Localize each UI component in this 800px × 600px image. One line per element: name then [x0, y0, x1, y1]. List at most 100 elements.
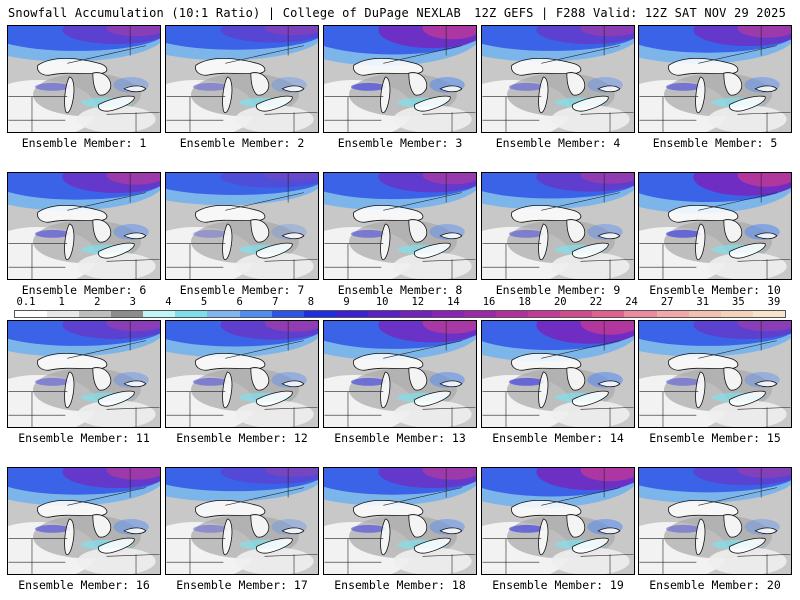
snowfall-contour — [106, 173, 160, 185]
ensemble-member-label: Ensemble Member: 17 — [176, 578, 308, 592]
lake-outline — [195, 353, 266, 371]
lake-outline — [754, 85, 778, 93]
colorbar-swatch — [111, 311, 144, 317]
lake-outline — [668, 205, 739, 223]
ensemble-member-map — [638, 25, 792, 133]
lake-outline — [123, 85, 147, 93]
snowfall-contour — [693, 321, 791, 339]
political-border — [737, 407, 791, 410]
lake-outline — [723, 72, 743, 96]
colorbar-swatch — [79, 311, 112, 317]
colorbar-swatch — [464, 311, 497, 317]
lake-outline — [572, 95, 609, 112]
ensemble-member-map — [323, 467, 477, 575]
political-border — [225, 487, 304, 506]
lake-outline — [723, 219, 743, 243]
lake-outline — [64, 223, 75, 261]
ensemble-member-label: Ensemble Member: 3 — [337, 136, 463, 150]
political-border — [106, 554, 160, 557]
snowfall-contour — [166, 468, 318, 492]
snowfall-contour — [192, 524, 229, 533]
ensemble-member-label: Ensemble Member: 9 — [495, 283, 621, 297]
snowfall-contour — [580, 468, 634, 482]
snowfall-contour — [580, 321, 634, 335]
snowfall-contour — [220, 173, 318, 188]
snowfall-contour — [106, 468, 160, 480]
lake-outline — [408, 367, 428, 391]
colorbar-swatch — [752, 311, 785, 317]
political-border — [225, 192, 304, 211]
snowfall-contour — [693, 468, 791, 486]
lake-outline — [281, 380, 305, 388]
ensemble-member-map — [165, 467, 319, 575]
lake-outline — [256, 390, 293, 407]
lake-outline — [92, 514, 112, 538]
ensemble-member-map — [7, 467, 161, 575]
ensemble-member-label: Ensemble Member: 14 — [492, 431, 624, 445]
political-border — [106, 112, 160, 115]
lake-outline — [754, 380, 778, 388]
colorbar-swatch — [624, 311, 657, 317]
colorbar-tick-label: 24 — [625, 296, 638, 308]
lake-outline — [566, 367, 586, 391]
ensemble-member-map — [638, 320, 792, 428]
political-border — [383, 45, 462, 64]
snowfall-contour — [422, 173, 476, 185]
colorbar-tick-label: 39 — [767, 296, 781, 308]
snowfall-contour — [264, 321, 318, 332]
lake-outline — [380, 76, 391, 114]
colorbar-swatch — [720, 311, 753, 317]
snowfall-map-svg — [324, 321, 476, 427]
snowfall-contour — [422, 26, 476, 40]
ensemble-member-map — [7, 320, 161, 428]
lake-outline — [597, 232, 621, 240]
ensemble-member-label: Ensemble Member: 7 — [179, 283, 305, 297]
ensemble-member-label: Ensemble Member: 8 — [337, 283, 463, 297]
ensemble-member-map — [7, 172, 161, 280]
ensemble-member-map — [638, 172, 792, 280]
ensemble-member-map — [165, 320, 319, 428]
colorbar-tick-labels: 0.1 1 2 3 4 5 6 7 8 9 10 12 14 16 18 20 22 24 27 31 35 39 — [14, 296, 786, 308]
map-title: Snowfall Accumulation (10:1 Ratio) | Col… — [8, 6, 461, 20]
political-border — [580, 112, 634, 115]
ensemble-member-map — [165, 25, 319, 133]
snowfall-map-svg — [482, 173, 634, 279]
lake-outline — [695, 76, 706, 114]
lake-outline — [572, 537, 609, 554]
lake-outline — [695, 223, 706, 261]
political-border — [541, 45, 620, 64]
snowfall-contour — [422, 321, 476, 334]
colorbar-tick-label: 10 — [375, 296, 389, 308]
snowfall-contour — [422, 468, 476, 480]
snowfall-map-svg — [8, 468, 160, 574]
political-border — [737, 259, 791, 262]
political-border — [67, 192, 146, 211]
lake-outline — [281, 527, 305, 535]
political-border — [106, 259, 160, 262]
ensemble-member-map — [323, 320, 477, 428]
lake-outline — [353, 205, 424, 223]
ensemble-member-label: Ensemble Member: 12 — [176, 431, 308, 445]
lake-outline — [37, 353, 108, 371]
political-border — [698, 45, 777, 64]
lake-outline — [414, 242, 451, 259]
ensemble-member-label: Ensemble Member: 19 — [492, 578, 624, 592]
lake-outline — [98, 95, 135, 112]
political-border — [383, 192, 462, 211]
colorbar-swatch — [399, 311, 433, 317]
political-border — [541, 340, 620, 359]
colorbar-swatch — [528, 311, 561, 317]
colorbar-tick-label: 1 — [58, 296, 65, 308]
lake-outline — [256, 95, 293, 112]
lake-outline — [597, 527, 621, 535]
lake-outline — [37, 500, 108, 518]
snowfall-contour — [737, 26, 791, 38]
snowfall-contour — [62, 321, 160, 339]
colorbar-tick-label: 9 — [343, 296, 350, 308]
political-border — [383, 340, 462, 359]
snowfall-contour — [665, 229, 702, 238]
colorbar-swatch — [15, 311, 48, 317]
ensemble-member-map — [481, 25, 635, 133]
snowfall-contour — [665, 524, 702, 533]
political-border — [264, 407, 318, 410]
